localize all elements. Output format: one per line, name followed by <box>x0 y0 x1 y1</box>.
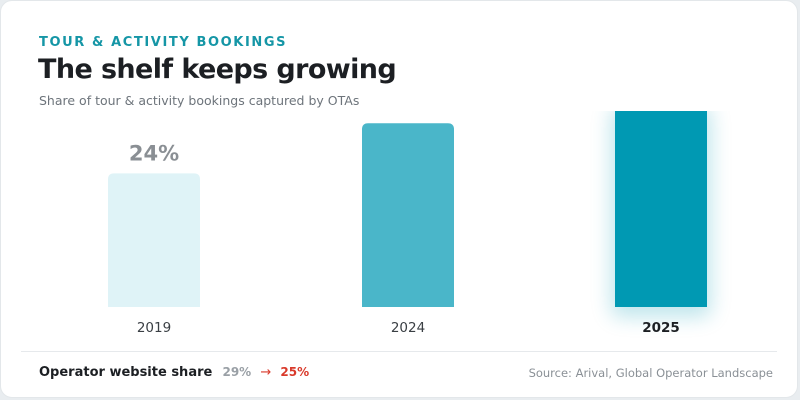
operator-share-to: 25% <box>280 365 310 379</box>
category-label-2024: 2024 <box>391 320 425 336</box>
bars-group: 24% 2019 33% 2024 37%2025 <box>108 111 711 336</box>
source-note: Source: Arival, Global Operator Landscap… <box>528 366 773 380</box>
value-label-2019: 24% <box>129 141 179 165</box>
chart-title: The shelf keeps growing <box>38 54 397 85</box>
bar-chart: 24% 2019 33% 2024 37%2025 <box>108 111 711 336</box>
bar-group-2025: 37%2025 <box>611 111 711 336</box>
chart-subtitle: Share of tour & activity bookings captur… <box>39 93 360 108</box>
bar-group-2019: 24% 2019 <box>108 141 200 336</box>
category-label-2025: 2025 <box>642 320 680 336</box>
value-label-2024: 33% <box>383 111 433 115</box>
category-label-2019: 2019 <box>137 320 171 336</box>
bar-2024 <box>362 123 454 307</box>
bar-2025 <box>615 111 707 307</box>
eyebrow-label: TOUR & ACTIVITY BOOKINGS <box>39 35 288 50</box>
bar-2019 <box>108 173 200 307</box>
bar-group-2024: 33% 2024 <box>362 111 454 336</box>
operator-share-summary: Operator website share 29% → 25% <box>39 365 309 380</box>
operator-share-label: Operator website share <box>39 365 213 380</box>
right-arrow-icon: → <box>260 365 272 380</box>
operator-share-from: 29% <box>222 365 252 379</box>
footer-divider <box>21 351 777 352</box>
